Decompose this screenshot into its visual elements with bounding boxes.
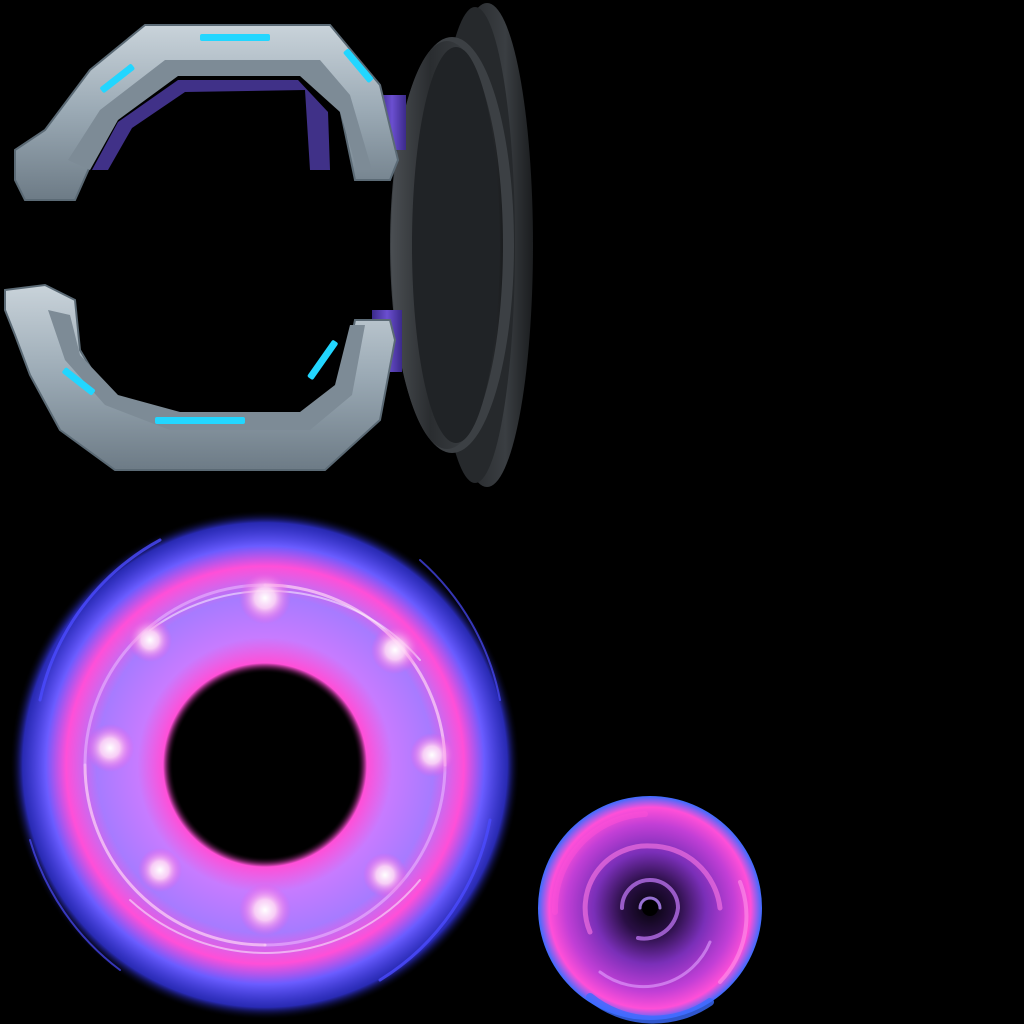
ring-hole [173, 673, 357, 857]
upper-arm [14, 24, 400, 201]
vortex-core [642, 900, 658, 916]
portal-ring-sprite [10, 510, 520, 1020]
metal-clamp-sprite [4, 3, 533, 487]
vortex-swirls [551, 811, 749, 1024]
lower-arm [4, 283, 397, 471]
vortex-disc-sprite [538, 796, 762, 1024]
front-disc [390, 37, 514, 453]
ring-glow-points [86, 572, 454, 936]
